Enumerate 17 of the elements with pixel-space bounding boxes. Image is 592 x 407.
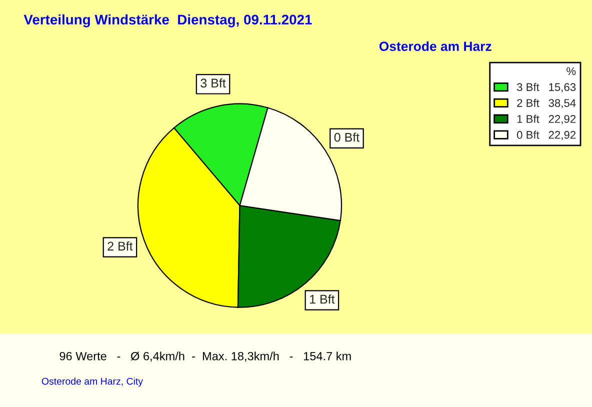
legend-title: % [566, 67, 576, 76]
data-label: 22,92 [548, 115, 576, 124]
data-label: 38,54 [548, 99, 576, 108]
legend-label: 0 Bft [516, 130, 540, 139]
slice-label: 2 Bft [108, 241, 133, 251]
chart-subtitle: Osterode am Harz [379, 41, 492, 52]
slice-label: 1 Bft [310, 294, 335, 304]
data-label: 22,92 [548, 130, 576, 140]
data-label: 15,63 [549, 83, 576, 92]
chart-title: Verteilung Windstärke Dienstag, 09.11.2021 [24, 14, 312, 28]
legend-label: 1 Bft [517, 114, 540, 123]
text: Osterode am Harz, City [42, 378, 143, 387]
legend-label: 3 Bft [516, 82, 540, 92]
slice-label: 3 Bft [200, 78, 226, 88]
slice-label: 0 Bft [334, 132, 360, 142]
legend-label: 2 Bft [517, 98, 540, 107]
text: 96 Werte - Ø 6,4km/h - Max. 18,3km/h - 154.7 km [60, 352, 351, 362]
